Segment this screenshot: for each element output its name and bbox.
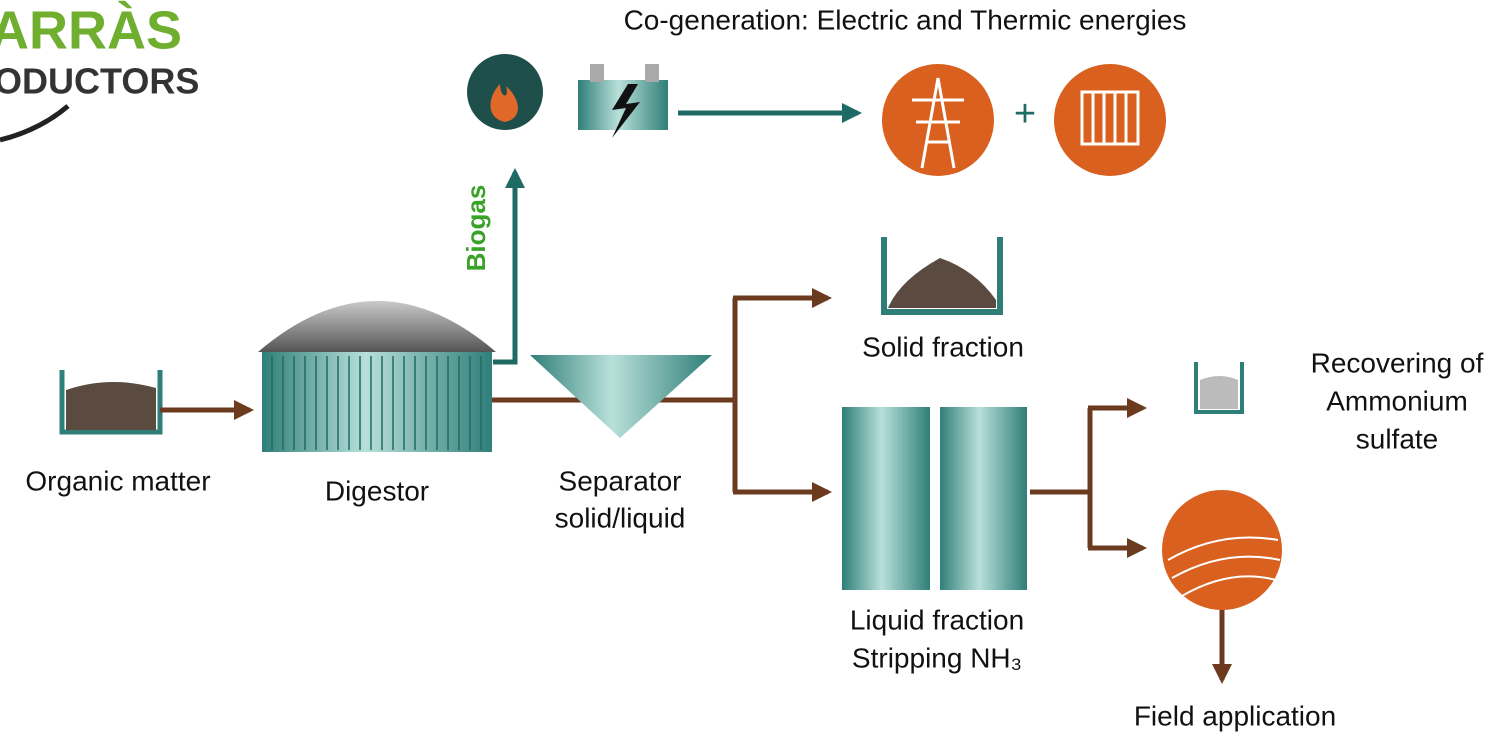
node-label: Organic matter: [25, 465, 210, 496]
node-label: Field application: [1134, 700, 1336, 731]
node-label: Separator: [559, 465, 682, 496]
digestor-dome: [258, 301, 496, 352]
diagram: ARRÀS ODUCTORS Co-generation: Electric a…: [0, 0, 1506, 738]
node-label: Recovering of: [1311, 347, 1484, 378]
solids: [888, 258, 996, 308]
generator-pipe: [590, 64, 604, 82]
logo-text: ODUCTORS: [0, 61, 199, 102]
matter: [66, 382, 156, 430]
plus: +: [1014, 93, 1036, 135]
node-label: Ammonium: [1326, 385, 1468, 416]
thermal-icon: [1054, 64, 1166, 176]
node-label: Digestor: [325, 475, 429, 506]
field-icon: [1162, 490, 1282, 610]
node-label: Stripping NH₃: [852, 642, 1022, 673]
arrow: [493, 172, 515, 362]
ammonium-sulfate: [1200, 376, 1238, 409]
logo-text: ARRÀS: [0, 0, 182, 60]
biogas-label: Biogas: [461, 185, 491, 272]
node-label: solid/liquid: [555, 502, 686, 533]
generator-pipe: [645, 64, 659, 82]
stripping-column: [842, 407, 930, 590]
cogeneration-title: Co-generation: Electric and Thermic ener…: [624, 4, 1187, 35]
node-label: Solid fraction: [862, 331, 1024, 362]
logo-swoosh: [0, 106, 68, 140]
stripping-column: [940, 407, 1027, 590]
node-label: sulfate: [1356, 423, 1439, 454]
digestor-tank: [262, 350, 492, 452]
node-label: Liquid fraction: [850, 604, 1024, 635]
separator-icon: [530, 355, 712, 438]
